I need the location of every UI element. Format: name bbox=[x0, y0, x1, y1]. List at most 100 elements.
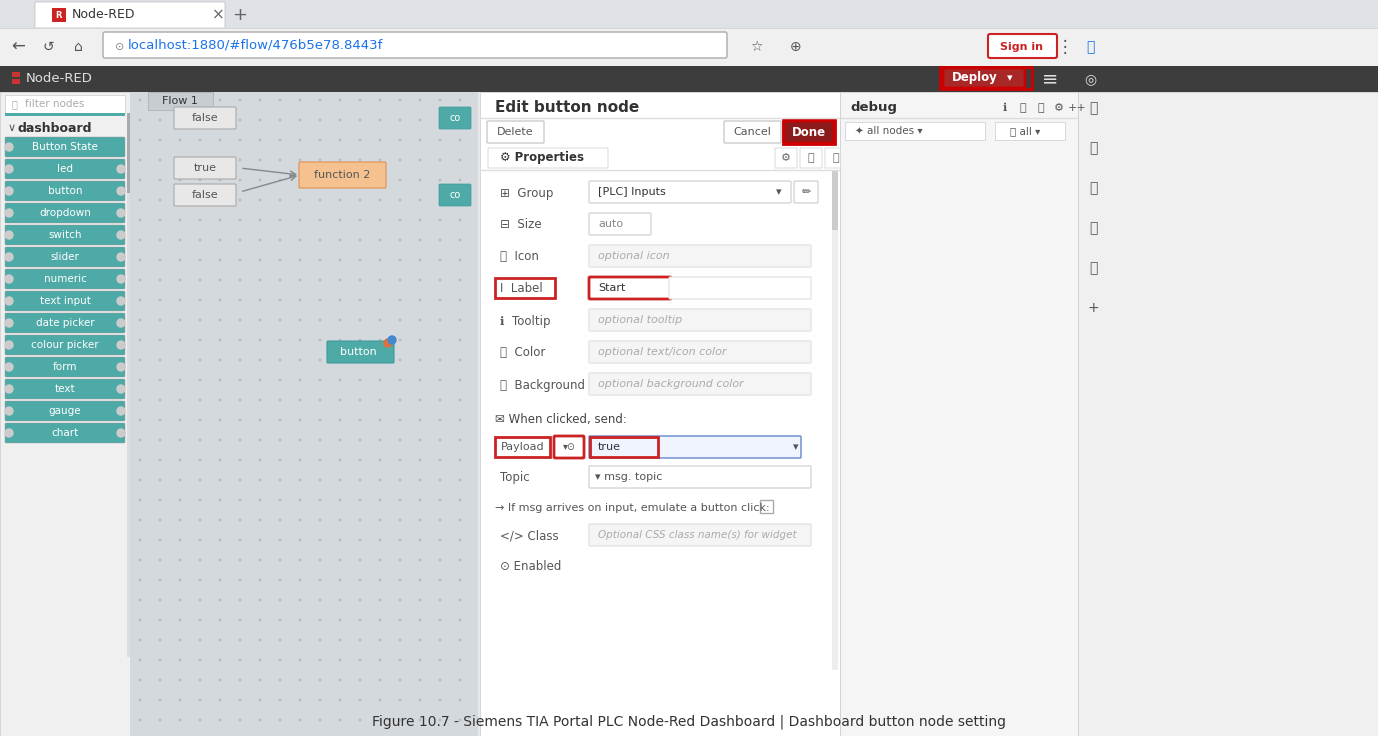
Circle shape bbox=[200, 239, 201, 241]
Bar bbox=[0, 92, 130, 736]
Text: true: true bbox=[598, 442, 621, 452]
Circle shape bbox=[339, 379, 340, 381]
Circle shape bbox=[459, 359, 460, 361]
Circle shape bbox=[440, 539, 441, 541]
Text: Node-RED: Node-RED bbox=[72, 9, 135, 21]
Circle shape bbox=[459, 439, 460, 441]
Circle shape bbox=[379, 139, 380, 141]
Circle shape bbox=[139, 239, 141, 241]
Circle shape bbox=[299, 239, 300, 241]
Circle shape bbox=[280, 420, 281, 421]
FancyBboxPatch shape bbox=[6, 225, 125, 245]
Circle shape bbox=[179, 99, 181, 101]
Text: Done: Done bbox=[792, 126, 825, 138]
Circle shape bbox=[240, 300, 241, 301]
Circle shape bbox=[389, 336, 395, 344]
Circle shape bbox=[219, 159, 220, 160]
Circle shape bbox=[117, 209, 125, 217]
Circle shape bbox=[117, 319, 125, 327]
Circle shape bbox=[139, 359, 141, 361]
Circle shape bbox=[299, 499, 300, 500]
Circle shape bbox=[339, 359, 340, 361]
Circle shape bbox=[240, 679, 241, 681]
Bar bbox=[495, 278, 555, 298]
Text: ▾: ▾ bbox=[776, 187, 781, 197]
Circle shape bbox=[139, 279, 141, 280]
Circle shape bbox=[459, 499, 460, 500]
Text: function 2: function 2 bbox=[314, 170, 371, 180]
Circle shape bbox=[259, 579, 260, 581]
Circle shape bbox=[299, 379, 300, 381]
Circle shape bbox=[280, 180, 281, 181]
Bar bbox=[127, 113, 131, 193]
Circle shape bbox=[280, 679, 281, 681]
Text: Optional CSS class name(s) for widget: Optional CSS class name(s) for widget bbox=[598, 530, 796, 540]
Circle shape bbox=[139, 539, 141, 541]
Circle shape bbox=[179, 159, 181, 160]
Circle shape bbox=[6, 165, 12, 173]
Circle shape bbox=[299, 479, 300, 481]
Text: false: false bbox=[192, 113, 218, 123]
Text: ✦ all nodes ▾: ✦ all nodes ▾ bbox=[854, 126, 923, 136]
Text: 🔧: 🔧 bbox=[1038, 103, 1045, 113]
Circle shape bbox=[360, 539, 361, 541]
Circle shape bbox=[339, 539, 340, 541]
Circle shape bbox=[459, 119, 460, 121]
Circle shape bbox=[219, 180, 220, 181]
Circle shape bbox=[117, 363, 125, 371]
Circle shape bbox=[160, 319, 161, 321]
Circle shape bbox=[339, 559, 340, 561]
Text: ∨: ∨ bbox=[8, 123, 17, 133]
Text: 🌐: 🌐 bbox=[1089, 221, 1097, 235]
Circle shape bbox=[440, 199, 441, 201]
Circle shape bbox=[339, 719, 340, 721]
Circle shape bbox=[459, 420, 460, 421]
Circle shape bbox=[160, 659, 161, 661]
Text: Delete: Delete bbox=[496, 127, 533, 137]
Text: ✉ When clicked, send:: ✉ When clicked, send: bbox=[495, 414, 627, 426]
Circle shape bbox=[280, 719, 281, 721]
Circle shape bbox=[219, 719, 220, 721]
Circle shape bbox=[139, 159, 141, 160]
Circle shape bbox=[400, 679, 401, 681]
Circle shape bbox=[200, 579, 201, 581]
FancyBboxPatch shape bbox=[588, 277, 671, 299]
Circle shape bbox=[240, 619, 241, 620]
Circle shape bbox=[160, 339, 161, 341]
Circle shape bbox=[6, 341, 12, 349]
Circle shape bbox=[179, 599, 181, 601]
Text: 🗑 all ▾: 🗑 all ▾ bbox=[1010, 126, 1040, 136]
Circle shape bbox=[400, 139, 401, 141]
FancyBboxPatch shape bbox=[988, 34, 1057, 58]
Circle shape bbox=[419, 420, 420, 421]
Circle shape bbox=[339, 239, 340, 241]
Text: [PLC] Inputs: [PLC] Inputs bbox=[598, 187, 666, 197]
Circle shape bbox=[6, 297, 12, 305]
FancyBboxPatch shape bbox=[34, 2, 225, 28]
Circle shape bbox=[139, 719, 141, 721]
Circle shape bbox=[200, 379, 201, 381]
Circle shape bbox=[459, 99, 460, 101]
Circle shape bbox=[320, 359, 321, 361]
Text: chart: chart bbox=[51, 428, 79, 438]
Circle shape bbox=[179, 359, 181, 361]
Circle shape bbox=[320, 459, 321, 461]
FancyBboxPatch shape bbox=[6, 247, 125, 267]
Circle shape bbox=[299, 199, 300, 201]
Circle shape bbox=[259, 199, 260, 201]
Circle shape bbox=[419, 119, 420, 121]
Text: numeric: numeric bbox=[44, 274, 87, 284]
Circle shape bbox=[384, 339, 391, 347]
Circle shape bbox=[459, 139, 460, 141]
Circle shape bbox=[259, 420, 260, 421]
Circle shape bbox=[379, 339, 380, 341]
Circle shape bbox=[179, 499, 181, 500]
Circle shape bbox=[339, 659, 340, 661]
FancyBboxPatch shape bbox=[6, 357, 125, 377]
FancyBboxPatch shape bbox=[825, 148, 847, 168]
Circle shape bbox=[117, 187, 125, 195]
Bar bbox=[841, 92, 1078, 736]
Circle shape bbox=[320, 679, 321, 681]
Circle shape bbox=[400, 239, 401, 241]
Circle shape bbox=[280, 99, 281, 101]
